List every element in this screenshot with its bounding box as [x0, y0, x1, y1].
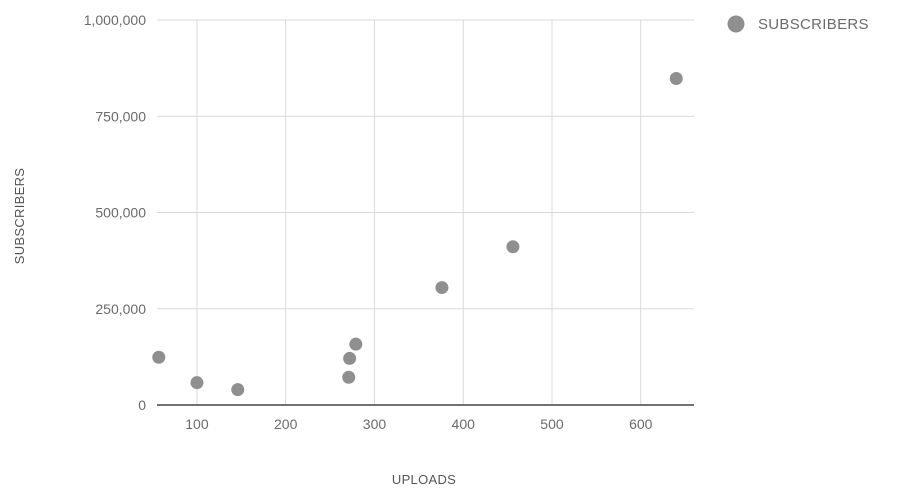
y-tick-label: 750,000 — [95, 108, 146, 124]
x-axis-title: UPLOADS — [392, 472, 456, 487]
data-point — [343, 351, 357, 365]
grid-layer — [157, 19, 694, 405]
legend-marker-icon — [727, 15, 745, 33]
y-tick-labels: 0 250,000 500,000 750,000 1,000,000 — [84, 12, 147, 413]
y-tick-label: 500,000 — [95, 205, 146, 221]
legend-label: SUBSCRIBERS — [758, 16, 869, 33]
legend: SUBSCRIBERS — [727, 15, 869, 33]
x-tick-label: 600 — [629, 416, 653, 432]
y-axis-title: SUBSCRIBERS — [12, 168, 27, 265]
data-point — [342, 370, 356, 384]
data-points — [152, 72, 683, 397]
data-point — [349, 337, 363, 351]
x-tick-label: 100 — [185, 416, 209, 432]
y-tick-label: 250,000 — [95, 301, 146, 317]
y-tick-label: 0 — [138, 397, 146, 413]
x-tick-label: 500 — [540, 416, 564, 432]
x-tick-labels: 100 200 300 400 500 600 — [185, 416, 652, 432]
x-tick-label: 200 — [274, 416, 298, 432]
data-point — [435, 281, 449, 295]
data-point — [506, 240, 520, 254]
data-point — [152, 350, 166, 364]
data-point — [190, 376, 204, 390]
data-point — [231, 383, 245, 397]
x-tick-label: 300 — [363, 416, 387, 432]
x-tick-label: 400 — [452, 416, 476, 432]
y-tick-label: 1,000,000 — [84, 12, 146, 28]
data-point — [669, 72, 683, 86]
